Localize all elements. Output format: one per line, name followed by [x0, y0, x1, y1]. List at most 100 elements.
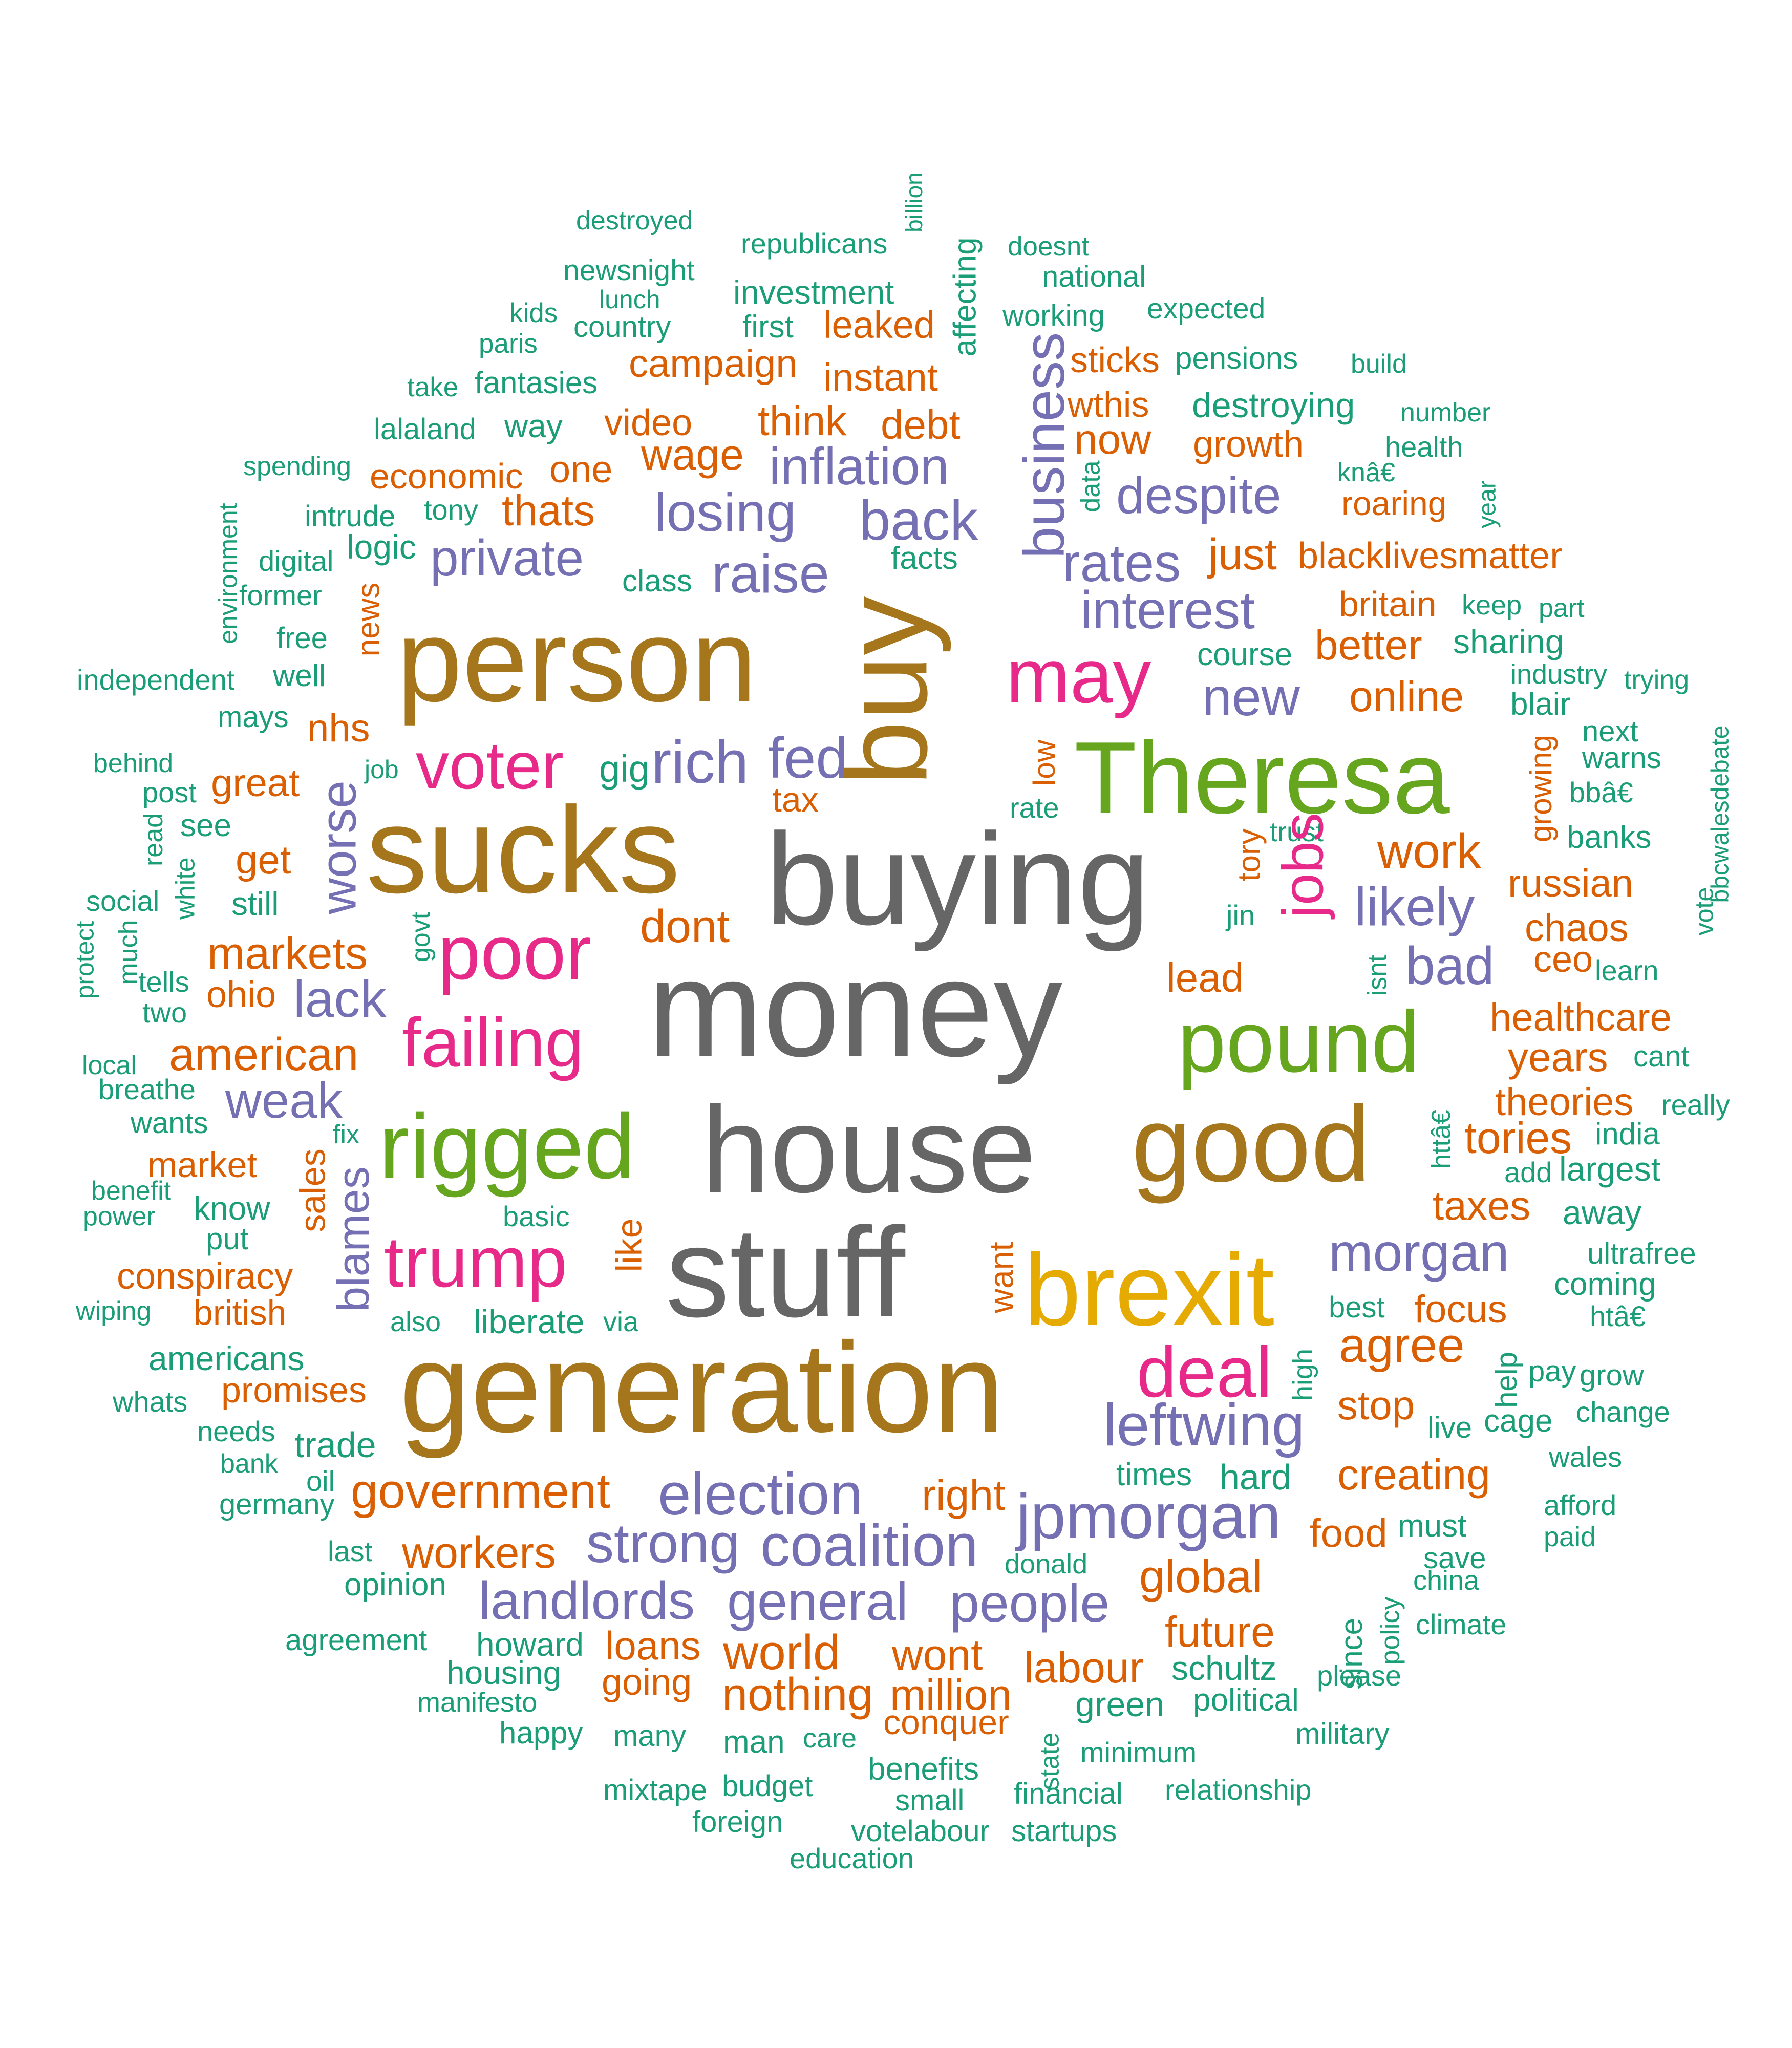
- word-fix: fix: [333, 1120, 359, 1149]
- word-business: business: [1012, 332, 1077, 559]
- word-germany: germany: [219, 1488, 335, 1521]
- word-best: best: [1329, 1291, 1385, 1324]
- word-white: white: [170, 857, 201, 920]
- word-live: live: [1427, 1411, 1473, 1444]
- word-britain: britain: [1339, 584, 1437, 624]
- word-power: power: [83, 1202, 156, 1231]
- word-campaign: campaign: [629, 342, 798, 386]
- word-htt: httâ€: [1426, 1110, 1456, 1169]
- word-labour: labour: [1024, 1644, 1144, 1692]
- word-relationship: relationship: [1165, 1774, 1312, 1806]
- word-also: also: [390, 1307, 441, 1337]
- word-back: back: [859, 489, 978, 552]
- word-fed: fed: [768, 726, 848, 790]
- word-gig: gig: [599, 748, 650, 790]
- word-instant: instant: [823, 356, 938, 399]
- word-tells: tells: [138, 966, 189, 998]
- word-strong: strong: [586, 1512, 740, 1574]
- word-education: education: [790, 1842, 914, 1874]
- word-happy: happy: [499, 1716, 583, 1750]
- word-election: election: [658, 1461, 863, 1527]
- word-losing: losing: [654, 482, 796, 543]
- word-jin: jin: [1226, 899, 1255, 931]
- word-blacklivesmatter: blacklivesmatter: [1298, 536, 1563, 577]
- word-rich: rich: [651, 729, 749, 796]
- word-hard: hard: [1220, 1457, 1292, 1497]
- word-pay: pay: [1528, 1355, 1576, 1388]
- word-social: social: [86, 885, 160, 917]
- word-get: get: [236, 837, 291, 882]
- word-affecting: affecting: [947, 237, 983, 357]
- word-much: much: [113, 920, 143, 985]
- word-private: private: [430, 529, 584, 587]
- word-lunch: lunch: [599, 285, 660, 314]
- word-government: government: [351, 1464, 610, 1519]
- word-largest: largest: [1559, 1150, 1661, 1188]
- word-behind: behind: [93, 749, 174, 778]
- word-keep: keep: [1462, 590, 1522, 621]
- word-kn: knâ€: [1337, 458, 1395, 487]
- word-help: help: [1489, 1352, 1523, 1408]
- word-first: first: [742, 309, 794, 345]
- word-oil: oil: [306, 1465, 335, 1497]
- word-away: away: [1563, 1193, 1642, 1231]
- word-benefit: benefit: [91, 1176, 172, 1206]
- word-learn: learn: [1595, 954, 1659, 987]
- word-work: work: [1377, 824, 1481, 879]
- word-wont: wont: [892, 1631, 983, 1679]
- word-conquer: conquer: [883, 1703, 1009, 1742]
- word-global: global: [1139, 1551, 1263, 1603]
- word-sharing: sharing: [1453, 623, 1564, 660]
- word-rigged: rigged: [379, 1095, 635, 1198]
- word-two: two: [142, 996, 187, 1029]
- word-great: great: [211, 761, 300, 805]
- word-years: years: [1508, 1034, 1608, 1080]
- word-build: build: [1351, 349, 1407, 379]
- word-opinion: opinion: [344, 1567, 446, 1603]
- word-cant: cant: [1633, 1040, 1690, 1073]
- word-right: right: [922, 1471, 1006, 1519]
- word-market: market: [147, 1145, 257, 1185]
- word-creating: creating: [1337, 1450, 1490, 1499]
- word-intrude: intrude: [305, 500, 396, 533]
- word-weak: weak: [225, 1072, 343, 1128]
- word-just: just: [1208, 530, 1277, 579]
- word-food: food: [1310, 1510, 1388, 1555]
- word-like: like: [609, 1218, 649, 1272]
- word-trying: trying: [1624, 665, 1690, 695]
- word-lack: lack: [293, 970, 387, 1028]
- word-theories: theories: [1495, 1080, 1634, 1124]
- word-paris: paris: [479, 329, 538, 359]
- word-fantasies: fantasies: [475, 366, 598, 400]
- word-schultz: schultz: [1171, 1649, 1277, 1687]
- word-doesnt: doesnt: [1008, 231, 1090, 262]
- word-donald: donald: [1005, 1549, 1088, 1580]
- word-cage: cage: [1484, 1403, 1553, 1439]
- word-banks: banks: [1567, 820, 1652, 855]
- word-year: year: [1474, 480, 1501, 528]
- word-number: number: [1400, 398, 1491, 428]
- word-nhs: nhs: [307, 707, 370, 750]
- word-see: see: [180, 808, 231, 843]
- word-agreement: agreement: [285, 1624, 428, 1657]
- word-wales: wales: [1549, 1441, 1623, 1473]
- word-one: one: [549, 448, 613, 490]
- word-country: country: [573, 310, 671, 344]
- word-housing: housing: [446, 1654, 562, 1691]
- word-next: next: [1582, 715, 1638, 748]
- word-still: still: [231, 885, 279, 922]
- word-theresa: Theresa: [1074, 721, 1450, 835]
- word-million: million: [890, 1671, 1012, 1719]
- word-military: military: [1295, 1717, 1390, 1751]
- word-whats: whats: [113, 1385, 188, 1418]
- word-small: small: [895, 1784, 965, 1817]
- word-free: free: [276, 622, 328, 655]
- word-rates: rates: [1062, 534, 1181, 593]
- word-generation: generation: [399, 1316, 1005, 1459]
- word-via: via: [603, 1307, 639, 1337]
- word-sticks: sticks: [1070, 340, 1160, 380]
- word-wants: wants: [131, 1106, 208, 1140]
- word-likely: likely: [1354, 877, 1475, 937]
- word-job: job: [365, 755, 399, 784]
